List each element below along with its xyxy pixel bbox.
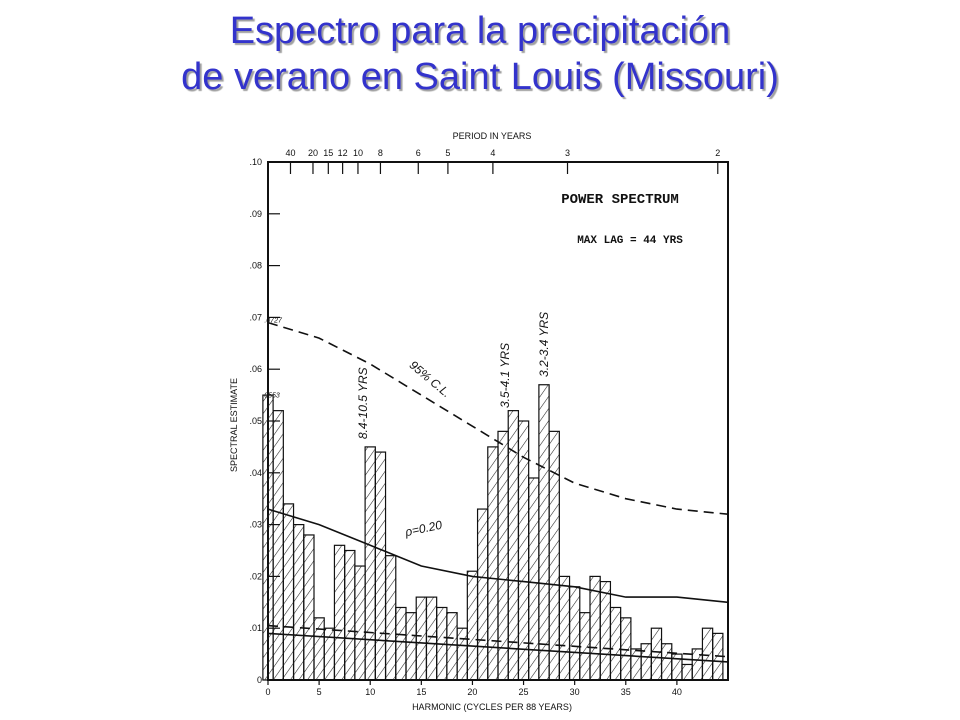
spectrum-bar-15: [415, 596, 428, 681]
spectrum-bar-5: [313, 617, 325, 681]
spectrum-bar-0: [262, 394, 274, 681]
x-tick-label-5: 5: [317, 687, 322, 697]
spectrum-bar-21: [476, 508, 489, 681]
annotation-4: ρ=0.20: [403, 518, 444, 540]
spectrum-bar-34: [609, 606, 622, 681]
period-label-3: 12: [338, 148, 348, 158]
y-tick-label-6: .06: [249, 364, 262, 374]
spectrum-bar-28: [548, 430, 560, 681]
spectrum-bar-9: [354, 565, 366, 681]
y-tick-label-0: 0: [257, 675, 262, 685]
curve-3: [267, 632, 729, 663]
period-label-5: 8: [378, 148, 383, 158]
chart-title: POWER SPECTRUM: [561, 192, 679, 208]
slide-title-line-2: de verano en Saint Louis (Missouri): [181, 56, 779, 98]
bars-layer: [262, 384, 724, 681]
x-tick-label-10: 10: [365, 687, 375, 697]
top-axis-label: PERIOD IN YEARS: [453, 131, 532, 141]
spectrum-bar-18: [446, 612, 458, 681]
x-tick-label-25: 25: [519, 687, 529, 697]
period-label-1: 20: [308, 148, 318, 158]
curve-1: [267, 508, 729, 604]
curves-layer: [267, 321, 729, 663]
x-tick-label-30: 30: [570, 687, 580, 697]
spectrum-bar-36: [630, 648, 642, 681]
spectrum-bar-39: [660, 643, 673, 681]
spectrum-bar-14: [405, 612, 417, 681]
spectrum-bar-41: [681, 663, 693, 681]
spectrum-bar-43: [701, 627, 714, 681]
spectrum-bar-29: [558, 575, 571, 681]
spectrum-bar-11: [374, 451, 387, 681]
curve-2: [267, 624, 729, 658]
spectrum-bar-12: [384, 555, 397, 681]
x-tick-label-35: 35: [621, 687, 631, 697]
spectrum-bar-16: [425, 596, 438, 681]
annotation-2: 3.2-3.4 YRS: [537, 312, 551, 377]
y-tick-label-3: .03: [249, 520, 262, 530]
spectrum-bar-37: [640, 643, 652, 681]
spectrum-bar-38: [650, 627, 663, 681]
spectrum-bar-13: [395, 606, 407, 681]
spectrum-bar-23: [497, 430, 509, 681]
x-tick-label-40: 40: [672, 687, 682, 697]
annotation-5: .0727: [264, 318, 283, 325]
axes-layer: 0 5 10 15 20 25 30 35 400.01.02.03.04.05.06.07.0…: [249, 148, 720, 697]
x-axis-label: HARMONIC (CYCLES PER 88 YEARS): [412, 702, 572, 712]
annotation-0: 8.4-10.5 YRS: [356, 367, 370, 439]
y-tick-label-8: .08: [249, 261, 262, 271]
y-tick-label-5: .05: [249, 416, 262, 426]
slide-title-line-1: Espectro para la precipitación: [229, 10, 731, 52]
spectrum-bar-1: [272, 410, 284, 681]
x-tick-label-15: 15: [416, 687, 426, 697]
x-tick-label-20: 20: [467, 687, 477, 697]
period-label-9: 3: [565, 148, 570, 158]
y-axis-label: SPECTRAL ESTIMATE: [229, 378, 239, 472]
period-label-7: 5: [445, 148, 450, 158]
y-tick-label-7: .07: [249, 312, 262, 322]
spectrum-bar-8: [344, 549, 356, 681]
annotation-1: 3.5-4.1 YRS: [498, 343, 512, 408]
spectrum-bar-2: [282, 503, 295, 681]
spectrum-bar-42: [691, 648, 704, 681]
spectrum-bar-10: [364, 446, 376, 681]
period-label-10: 2: [715, 148, 720, 158]
period-label-0: 40: [285, 148, 295, 158]
period-label-4: 10: [353, 148, 363, 158]
period-label-2: 15: [323, 148, 333, 158]
spectrum-bar-30: [568, 586, 581, 681]
x-tick-label-0: 0: [265, 687, 270, 697]
y-tick-label-4: .04: [249, 468, 262, 478]
y-tick-label-10: .10: [249, 157, 262, 167]
power-spectrum-chart: 0 5 10 15 20 25 30 35 400.01.02.03.04.05.06.07.0…: [229, 131, 729, 712]
annotation-6: .0553: [262, 393, 280, 400]
y-tick-label-1: .01: [249, 623, 262, 633]
spectrum-bar-6: [323, 627, 336, 681]
slide-title: Espectro para la precipitación de verano…: [0, 8, 960, 100]
chart-subtitle: MAX LAG = 44 YRS: [577, 235, 683, 247]
spectrum-bar-7: [333, 544, 346, 681]
spectrum-bar-4: [303, 534, 315, 681]
y-tick-label-2: .02: [249, 571, 262, 581]
spectrum-bar-33: [599, 580, 612, 681]
y-tick-label-9: .09: [249, 209, 262, 219]
period-label-8: 4: [490, 148, 495, 158]
spectrum-bar-27: [538, 384, 550, 681]
spectrum-bar-19: [456, 627, 468, 681]
curve-0: [267, 321, 729, 515]
annotation-3: 95% C.L.: [407, 358, 454, 400]
spectrum-bar-20: [466, 570, 479, 681]
spectrum-bar-3: [292, 524, 305, 681]
period-label-6: 6: [416, 148, 421, 158]
spectrum-bar-22: [487, 446, 499, 681]
